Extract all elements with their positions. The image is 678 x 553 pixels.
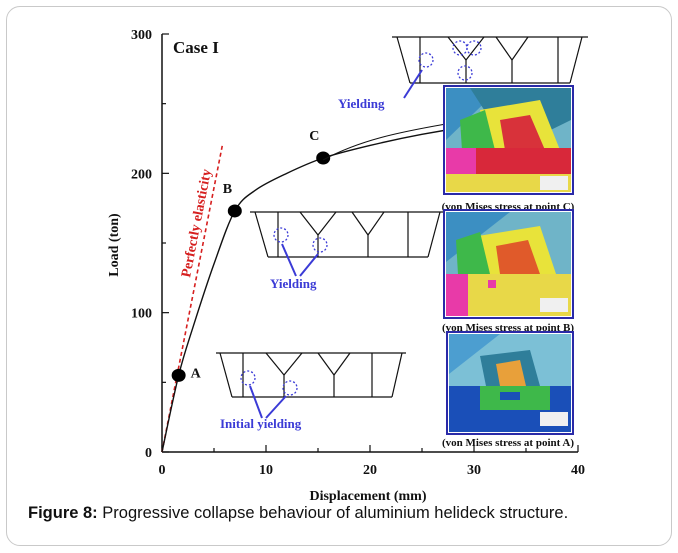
x-tick-label: 40 [571,463,585,478]
yield-arrow-a [249,385,287,419]
caption-label: Figure 8: [28,504,98,522]
yield-label-a: Initial yielding [220,416,302,431]
yield-arrow-b [281,243,319,277]
curve-path [161,119,527,453]
yield-circles-b [273,227,328,253]
stress-image-a [446,331,574,435]
yield-arrow-c [403,69,423,99]
truss-structure-b [250,211,446,258]
elastic-label: Perfectly elasticity [179,168,215,279]
figure-caption: Figure 8: Progressive collapse behaviour… [28,504,668,523]
load-displacement-curve [161,119,527,453]
connector-line [322,123,447,161]
yield-label-c: Yielding [338,96,385,111]
data-points: A B C [171,129,331,382]
point-label-b: B [223,182,232,197]
axes: 0 10 20 30 40 0 100 200 300 [131,28,585,478]
y-tick-label: 100 [131,307,152,322]
y-axis-title: Load (ton) [107,213,122,277]
point-marker-a [171,368,186,382]
stress-image-c [443,85,574,195]
x-tick-label: 30 [467,463,481,478]
y-tick-label: 200 [131,167,152,182]
x-tick-label: 10 [259,463,273,478]
x-tick-label: 0 [159,463,166,478]
yield-circles-c [418,40,482,81]
yield-circles-a [240,370,298,396]
stress-image-b [443,209,574,319]
elastic-line [161,145,224,453]
truss-structure-a [216,352,406,398]
point-label-c: C [309,129,319,144]
stress-label-a: (von Mises stress at point A) [442,437,574,449]
elastic-dashed-line [161,145,224,453]
point-marker-b [227,204,242,218]
point-marker-c [316,151,331,165]
yield-label-b: Yielding [270,276,317,291]
x-tick-label: 20 [363,463,377,478]
case-label: Case I [173,38,219,57]
point-label-a: A [191,366,202,381]
x-axis-title: Displacement (mm) [309,489,426,504]
y-tick-label: 300 [131,28,152,43]
caption-text: Progressive collapse behaviour of alumin… [97,504,569,522]
y-tick-label: 0 [145,446,152,461]
truss-structure-c [392,36,588,84]
